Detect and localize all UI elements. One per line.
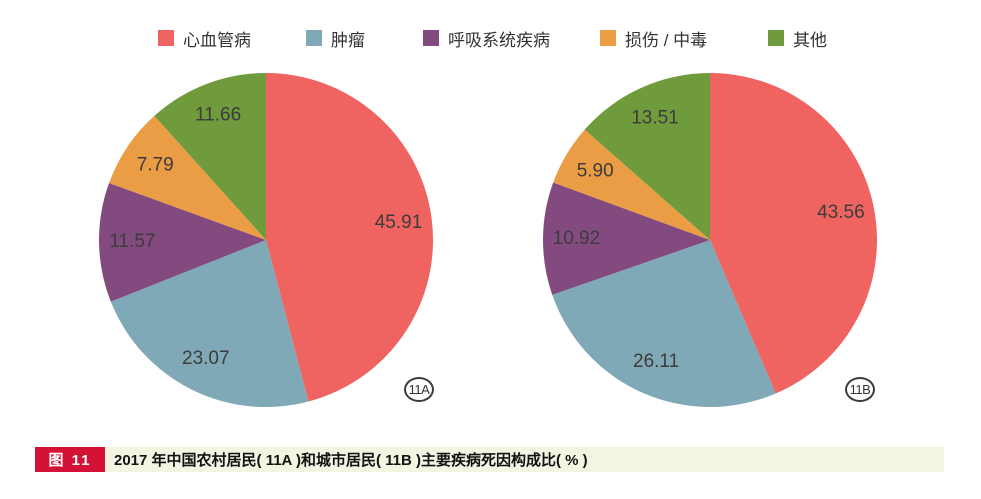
pie-chart-rural-11a: 45.91 23.07 11.57 7.79 11.66 <box>98 72 434 408</box>
pie-slice-损伤 / 中毒 <box>109 115 266 240</box>
figure-number-badge: 图 11 <box>35 447 105 472</box>
legend-item-0: 心血管病 <box>158 24 251 52</box>
legend-swatch-icon <box>768 30 784 46</box>
pie-slice-value-label: 26.11 <box>633 351 679 372</box>
pie-slice-value-label: 45.91 <box>375 212 423 233</box>
legend-label: 其他 <box>793 30 827 50</box>
pie-chart-urban-11b-svg: 43.56 26.11 10.92 5.90 13.51 <box>543 73 877 407</box>
legend-label: 损伤 / 中毒 <box>625 30 708 50</box>
legend-swatch-icon <box>158 30 174 46</box>
pie-chart-rural-11a-svg: 45.91 23.07 11.57 7.79 11.66 <box>98 73 434 408</box>
pie-slice-value-label: 13.51 <box>631 107 679 128</box>
pie-slice-心血管病 <box>710 73 877 394</box>
legend-item-3: 损伤 / 中毒 <box>600 24 707 52</box>
legend-label: 呼吸系统疾病 <box>448 30 550 50</box>
figure-caption: 2017 年中国农村居民( 11A )和城市居民( 11B )主要疾病死因构成比… <box>114 452 588 469</box>
pie-slice-value-label: 43.56 <box>817 202 865 223</box>
pie-slice-呼吸系统疾病 <box>543 182 710 295</box>
pie-slice-value-label: 11.57 <box>109 231 155 252</box>
legend-swatch-icon <box>600 30 616 46</box>
chart-tag-11a: 11A <box>404 377 434 402</box>
legend-item-4: 其他 <box>768 24 827 52</box>
caption-bar: 图 11 2017 年中国农村居民( 11A )和城市居民( 11B )主要疾病… <box>35 447 944 472</box>
chart-tag-11b: 11B <box>845 377 875 402</box>
legend-item-1: 肿瘤 <box>306 24 365 52</box>
legend: 心血管病 肿瘤 呼吸系统疾病 损伤 / 中毒 其他 <box>0 24 981 52</box>
pie-slice-呼吸系统疾病 <box>98 182 266 302</box>
pie-slice-value-label: 5.90 <box>577 161 614 182</box>
pie-slice-其他 <box>154 73 266 240</box>
pie-slice-心血管病 <box>266 73 434 402</box>
pie-slice-肿瘤 <box>552 240 776 407</box>
legend-swatch-icon <box>306 30 322 46</box>
pie-slice-肿瘤 <box>110 240 309 408</box>
pie-slice-value-label: 11.66 <box>195 104 241 125</box>
pie-slice-value-label: 23.07 <box>182 348 230 369</box>
legend-item-2: 呼吸系统疾病 <box>423 24 550 52</box>
legend-label: 心血管病 <box>183 30 251 50</box>
pie-slice-value-label: 10.92 <box>553 228 601 249</box>
pie-slice-损伤 / 中毒 <box>553 129 710 240</box>
pie-slice-value-label: 7.79 <box>137 154 174 175</box>
legend-swatch-icon <box>423 30 439 46</box>
pie-chart-urban-11b: 43.56 26.11 10.92 5.90 13.51 <box>542 72 878 408</box>
pie-slice-其他 <box>584 73 710 240</box>
legend-label: 肿瘤 <box>331 30 365 50</box>
